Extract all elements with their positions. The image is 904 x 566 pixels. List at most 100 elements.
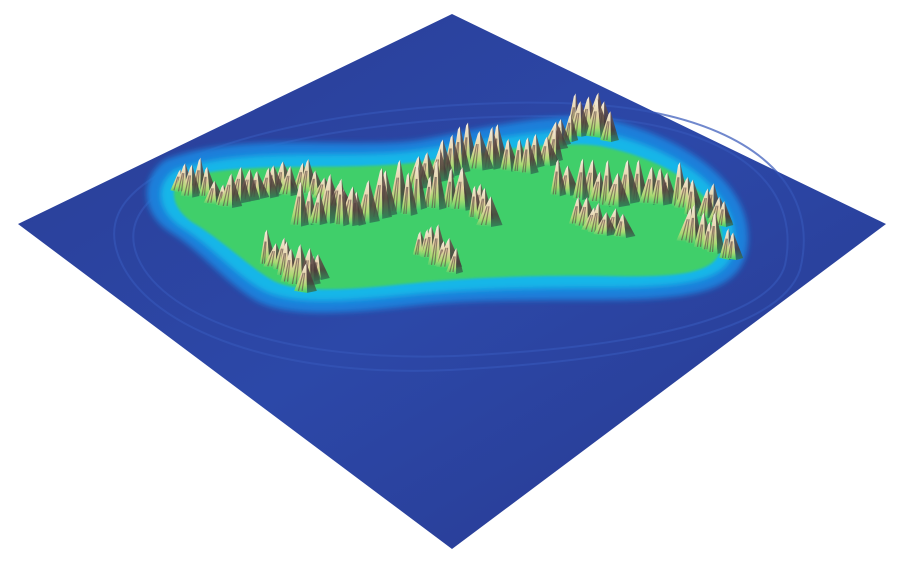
mountain-crease bbox=[457, 181, 462, 209]
mountain-shadow-face bbox=[437, 160, 447, 210]
mountain-crease bbox=[301, 272, 306, 291]
mountain-crease bbox=[681, 219, 688, 241]
mountain-lit-face bbox=[436, 237, 451, 269]
mountain-crease bbox=[470, 196, 475, 218]
mountain-crease bbox=[405, 186, 409, 214]
mountain-crease bbox=[653, 180, 659, 204]
mountain-crease bbox=[474, 143, 479, 169]
mountain-lit-face bbox=[294, 263, 308, 293]
mountain-crease bbox=[727, 241, 732, 259]
mountain-crease bbox=[226, 184, 231, 207]
mountain-crease bbox=[647, 179, 651, 203]
mountain-shadow-face bbox=[231, 173, 243, 208]
mountain-crease bbox=[575, 112, 580, 135]
mountain-crease bbox=[578, 206, 585, 226]
mountain-crease bbox=[430, 238, 437, 265]
mountain-shadow-face bbox=[408, 172, 418, 216]
mountain-crease bbox=[699, 224, 704, 247]
mountain-crease bbox=[271, 250, 275, 267]
mountain-shadow-face bbox=[459, 126, 471, 174]
mountain-crease bbox=[711, 226, 715, 252]
mountain-crease bbox=[720, 209, 724, 226]
mountain-shadow-face bbox=[319, 191, 328, 226]
mountain-crease bbox=[296, 196, 301, 225]
mountain-shadow-face bbox=[610, 111, 619, 142]
mountain-crease bbox=[431, 176, 436, 208]
mountain-crease bbox=[597, 219, 604, 235]
mountain-crease bbox=[433, 176, 437, 208]
mountain-shadow-face bbox=[618, 172, 631, 208]
mountain-shadow-face bbox=[627, 159, 641, 204]
mountain-crease bbox=[582, 206, 587, 226]
mountain-shadow-face bbox=[382, 167, 392, 219]
mountain-crease bbox=[291, 257, 298, 285]
mountain-crease bbox=[173, 176, 179, 191]
mountain-crease bbox=[616, 221, 622, 237]
mountain-crease bbox=[471, 143, 478, 169]
mountain-shadow-face bbox=[556, 121, 569, 151]
mountain-crease bbox=[524, 149, 528, 173]
mountain-crease bbox=[703, 231, 709, 250]
mountain-crease bbox=[312, 178, 315, 195]
mountain-crease bbox=[673, 177, 679, 206]
mountain-crease bbox=[575, 172, 581, 199]
mountain-crease bbox=[403, 186, 408, 214]
mountain-crease bbox=[709, 226, 714, 253]
mountain-crease bbox=[590, 212, 597, 233]
mountain-crease bbox=[276, 248, 283, 270]
mountain-crease bbox=[585, 214, 592, 230]
mountain-crease bbox=[612, 183, 617, 206]
mountain-shadow-face bbox=[492, 126, 503, 170]
mountain-crease bbox=[688, 217, 694, 243]
mountain-crease bbox=[724, 238, 728, 258]
mountain-shadow-face bbox=[249, 168, 260, 202]
mountain-crease bbox=[685, 219, 690, 241]
mountain-crease bbox=[602, 175, 607, 205]
mountain-lit-face bbox=[599, 159, 610, 207]
mountain-crease bbox=[454, 181, 461, 209]
mountain-crease bbox=[415, 178, 418, 208]
mountain-crease bbox=[336, 194, 341, 225]
mountain-shadow-face bbox=[528, 137, 539, 175]
mountain-crease bbox=[207, 188, 213, 203]
mountain-crease bbox=[589, 111, 596, 136]
mountain-shadow-face bbox=[368, 180, 380, 224]
mountain-crease bbox=[696, 224, 703, 247]
mountain-lit-face bbox=[593, 211, 607, 237]
mountain-crease bbox=[595, 181, 600, 202]
mountain-crease bbox=[730, 241, 733, 259]
mountain-crease bbox=[427, 186, 431, 207]
mountain-crease bbox=[279, 253, 285, 275]
mountain-lit-face bbox=[218, 173, 233, 208]
mountain-crease bbox=[516, 150, 520, 172]
mountain-crease bbox=[449, 256, 455, 273]
mountain-crease bbox=[448, 181, 452, 208]
mountain-crease bbox=[210, 188, 214, 203]
mountain-shadow-face bbox=[318, 254, 330, 280]
mountain-crease bbox=[282, 175, 289, 195]
mountain-crease bbox=[177, 172, 184, 192]
mountain-crease bbox=[686, 191, 692, 215]
mountain-crease bbox=[295, 258, 300, 285]
mountain-crease bbox=[594, 212, 598, 232]
mountain-crease bbox=[217, 191, 222, 206]
mountain-crease bbox=[587, 172, 592, 198]
mountain-lit-face bbox=[603, 172, 619, 208]
mountain-crease bbox=[722, 238, 727, 258]
mountain-crease bbox=[312, 202, 318, 224]
mountain-crease bbox=[608, 183, 615, 206]
mountain-crease bbox=[678, 187, 685, 208]
mountain-crease bbox=[417, 239, 420, 255]
mountain-crease bbox=[452, 256, 456, 273]
mountain-crease bbox=[395, 177, 400, 211]
mountain-crease bbox=[603, 121, 609, 141]
mountain-shadow-face bbox=[300, 181, 309, 227]
mountain-crease bbox=[414, 239, 420, 255]
mountain-crease bbox=[187, 175, 192, 196]
mountain-crease bbox=[440, 247, 447, 267]
mountain-lit-face bbox=[287, 244, 303, 287]
mountain-shadow-face bbox=[479, 130, 494, 171]
mountain-crease bbox=[578, 172, 583, 199]
